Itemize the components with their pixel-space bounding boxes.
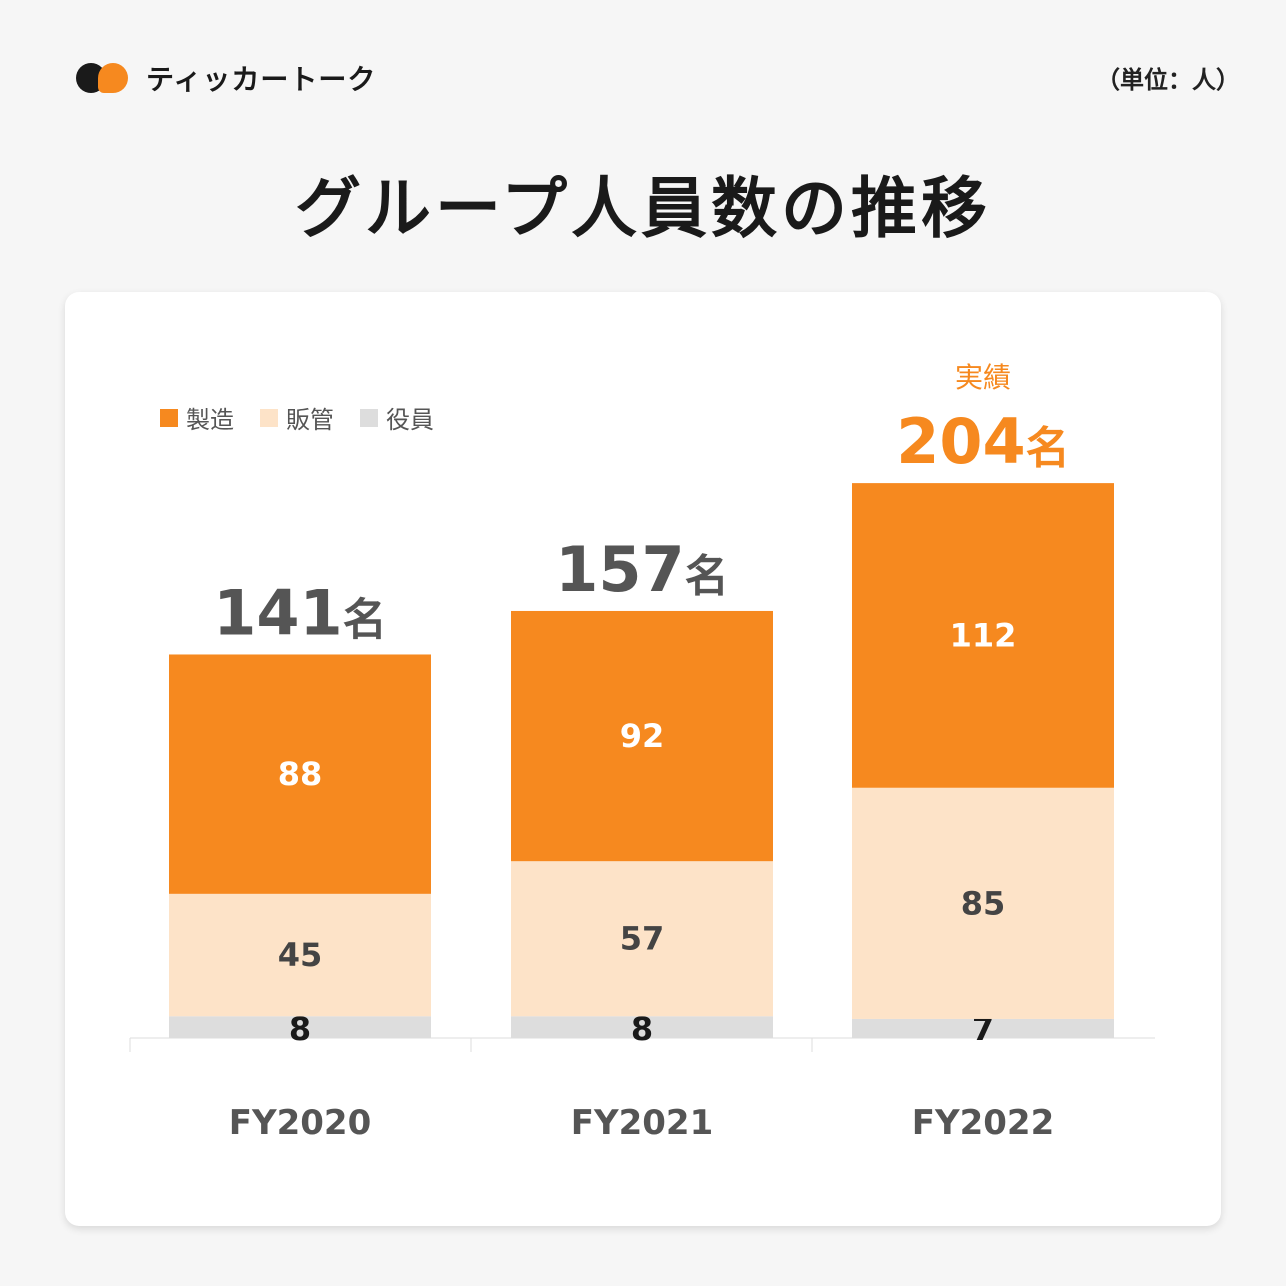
x-tick-label: FY2021 xyxy=(571,1103,713,1143)
bar-segment xyxy=(852,787,1114,1019)
total-value: 141 xyxy=(213,576,342,649)
legend-swatch xyxy=(360,408,378,427)
total-suffix: 名 xyxy=(1026,423,1070,474)
logo-mark-icon xyxy=(76,60,136,96)
chart-card: 製造 販管 役員 8 45 88 141名 FY2020 8 57 92 157名 FY2021 7… xyxy=(65,292,1221,1226)
x-tick-label: FY2022 xyxy=(912,1103,1054,1143)
total-label: 204名 xyxy=(896,405,1069,478)
bar-segment xyxy=(169,654,431,894)
data-label: 57 xyxy=(620,920,665,958)
legend-item-hankan: 販管 xyxy=(260,400,334,435)
total-value: 157 xyxy=(555,533,684,606)
bar-segment xyxy=(169,1016,431,1038)
data-label: 8 xyxy=(289,1010,311,1048)
chart-legend: 製造 販管 役員 xyxy=(160,400,434,435)
legend-item-yakuin: 役員 xyxy=(360,400,434,435)
unit-label: （単位：人） xyxy=(1096,66,1240,94)
x-tick-label: FY2020 xyxy=(229,1103,371,1143)
data-label: 88 xyxy=(278,755,323,793)
total-value: 204 xyxy=(896,405,1025,478)
data-label: 45 xyxy=(278,936,323,974)
legend-label: 役員 xyxy=(386,406,434,434)
bar-segment xyxy=(169,893,431,1017)
data-label: 85 xyxy=(961,884,1006,922)
stacked-bar-chart: 84588141名FY202085792157名FY2021785112204名… xyxy=(129,361,1155,1143)
brand-name: ティッカートーク xyxy=(146,63,377,96)
page-title: グループ人員数の推移 xyxy=(294,170,992,247)
highlight-label: 実績 xyxy=(955,361,1011,394)
brand-logo: ティッカートーク xyxy=(76,58,376,98)
total-label: 141名 xyxy=(213,576,386,649)
legend-item-seizo: 製造 xyxy=(160,400,234,435)
total-suffix: 名 xyxy=(685,551,729,602)
total-suffix: 名 xyxy=(343,594,387,645)
legend-swatch xyxy=(260,408,278,427)
data-label: 92 xyxy=(620,717,665,755)
data-label: 7 xyxy=(972,1010,994,1048)
bar-segment xyxy=(511,861,773,1017)
legend-label: 製造 xyxy=(186,406,234,434)
legend-label: 販管 xyxy=(286,406,334,434)
bar-segment xyxy=(852,1018,1114,1038)
legend-swatch xyxy=(160,408,178,427)
bar-segment xyxy=(511,1016,773,1038)
data-label: 112 xyxy=(950,616,1017,654)
data-label: 8 xyxy=(631,1010,653,1048)
bar-segment xyxy=(852,483,1114,788)
total-label: 157名 xyxy=(555,533,728,606)
bar-segment xyxy=(511,610,773,862)
